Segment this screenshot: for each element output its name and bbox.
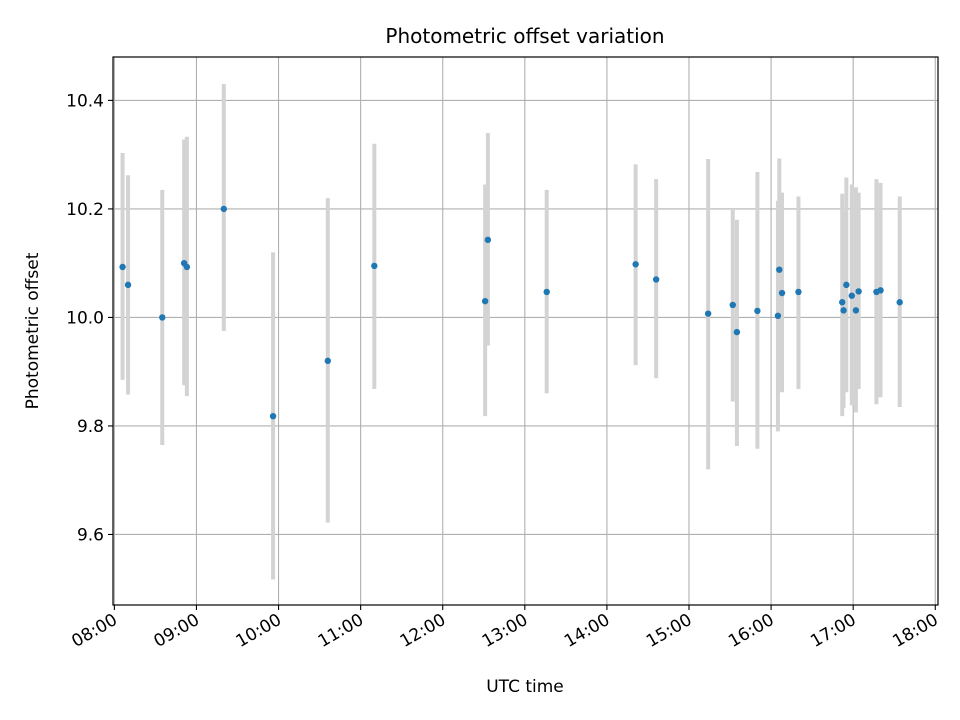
data-point: [733, 328, 741, 336]
data-point: [729, 301, 736, 309]
data-point: [840, 307, 847, 314]
x-axis-label: UTC time: [486, 677, 564, 697]
data-point: [855, 288, 862, 295]
data-point: [324, 357, 332, 365]
data-point: [778, 289, 786, 297]
data-point: [704, 310, 712, 317]
data-point: [754, 307, 761, 315]
plot-frame: [112, 56, 939, 606]
data-point: [269, 412, 277, 420]
y-tick-label: 10.4: [66, 91, 104, 111]
y-tick-label: 9.8: [77, 417, 104, 437]
data-point: [795, 288, 802, 296]
data-points: [119, 205, 903, 420]
data-point: [183, 263, 191, 271]
data-point: [848, 292, 856, 299]
data-point: [484, 236, 492, 244]
y-axis-label: Photometric offset: [23, 252, 43, 409]
chart-title: Photometric offset variation: [385, 24, 664, 48]
data-point: [776, 266, 783, 273]
data-point: [124, 281, 132, 289]
data-point: [896, 299, 903, 306]
data-point: [159, 314, 166, 321]
y-axis-ticks: 9.6 9.8 10.0 10.2 10.4: [66, 91, 113, 545]
data-point: [481, 297, 489, 305]
grid: [113, 57, 938, 605]
data-point: [220, 205, 228, 213]
data-point: [877, 287, 884, 294]
data-point: [852, 307, 860, 314]
data-point: [632, 261, 639, 268]
data-point: [774, 312, 782, 320]
y-tick-label: 9.6: [77, 525, 104, 545]
data-point: [371, 262, 378, 270]
data-point: [119, 263, 126, 271]
data-point: [543, 288, 550, 296]
data-point: [839, 299, 846, 306]
data-point: [652, 276, 660, 283]
y-tick-label: 10.2: [66, 200, 104, 220]
data-point: [843, 281, 850, 289]
y-tick-label: 10.0: [66, 308, 104, 328]
